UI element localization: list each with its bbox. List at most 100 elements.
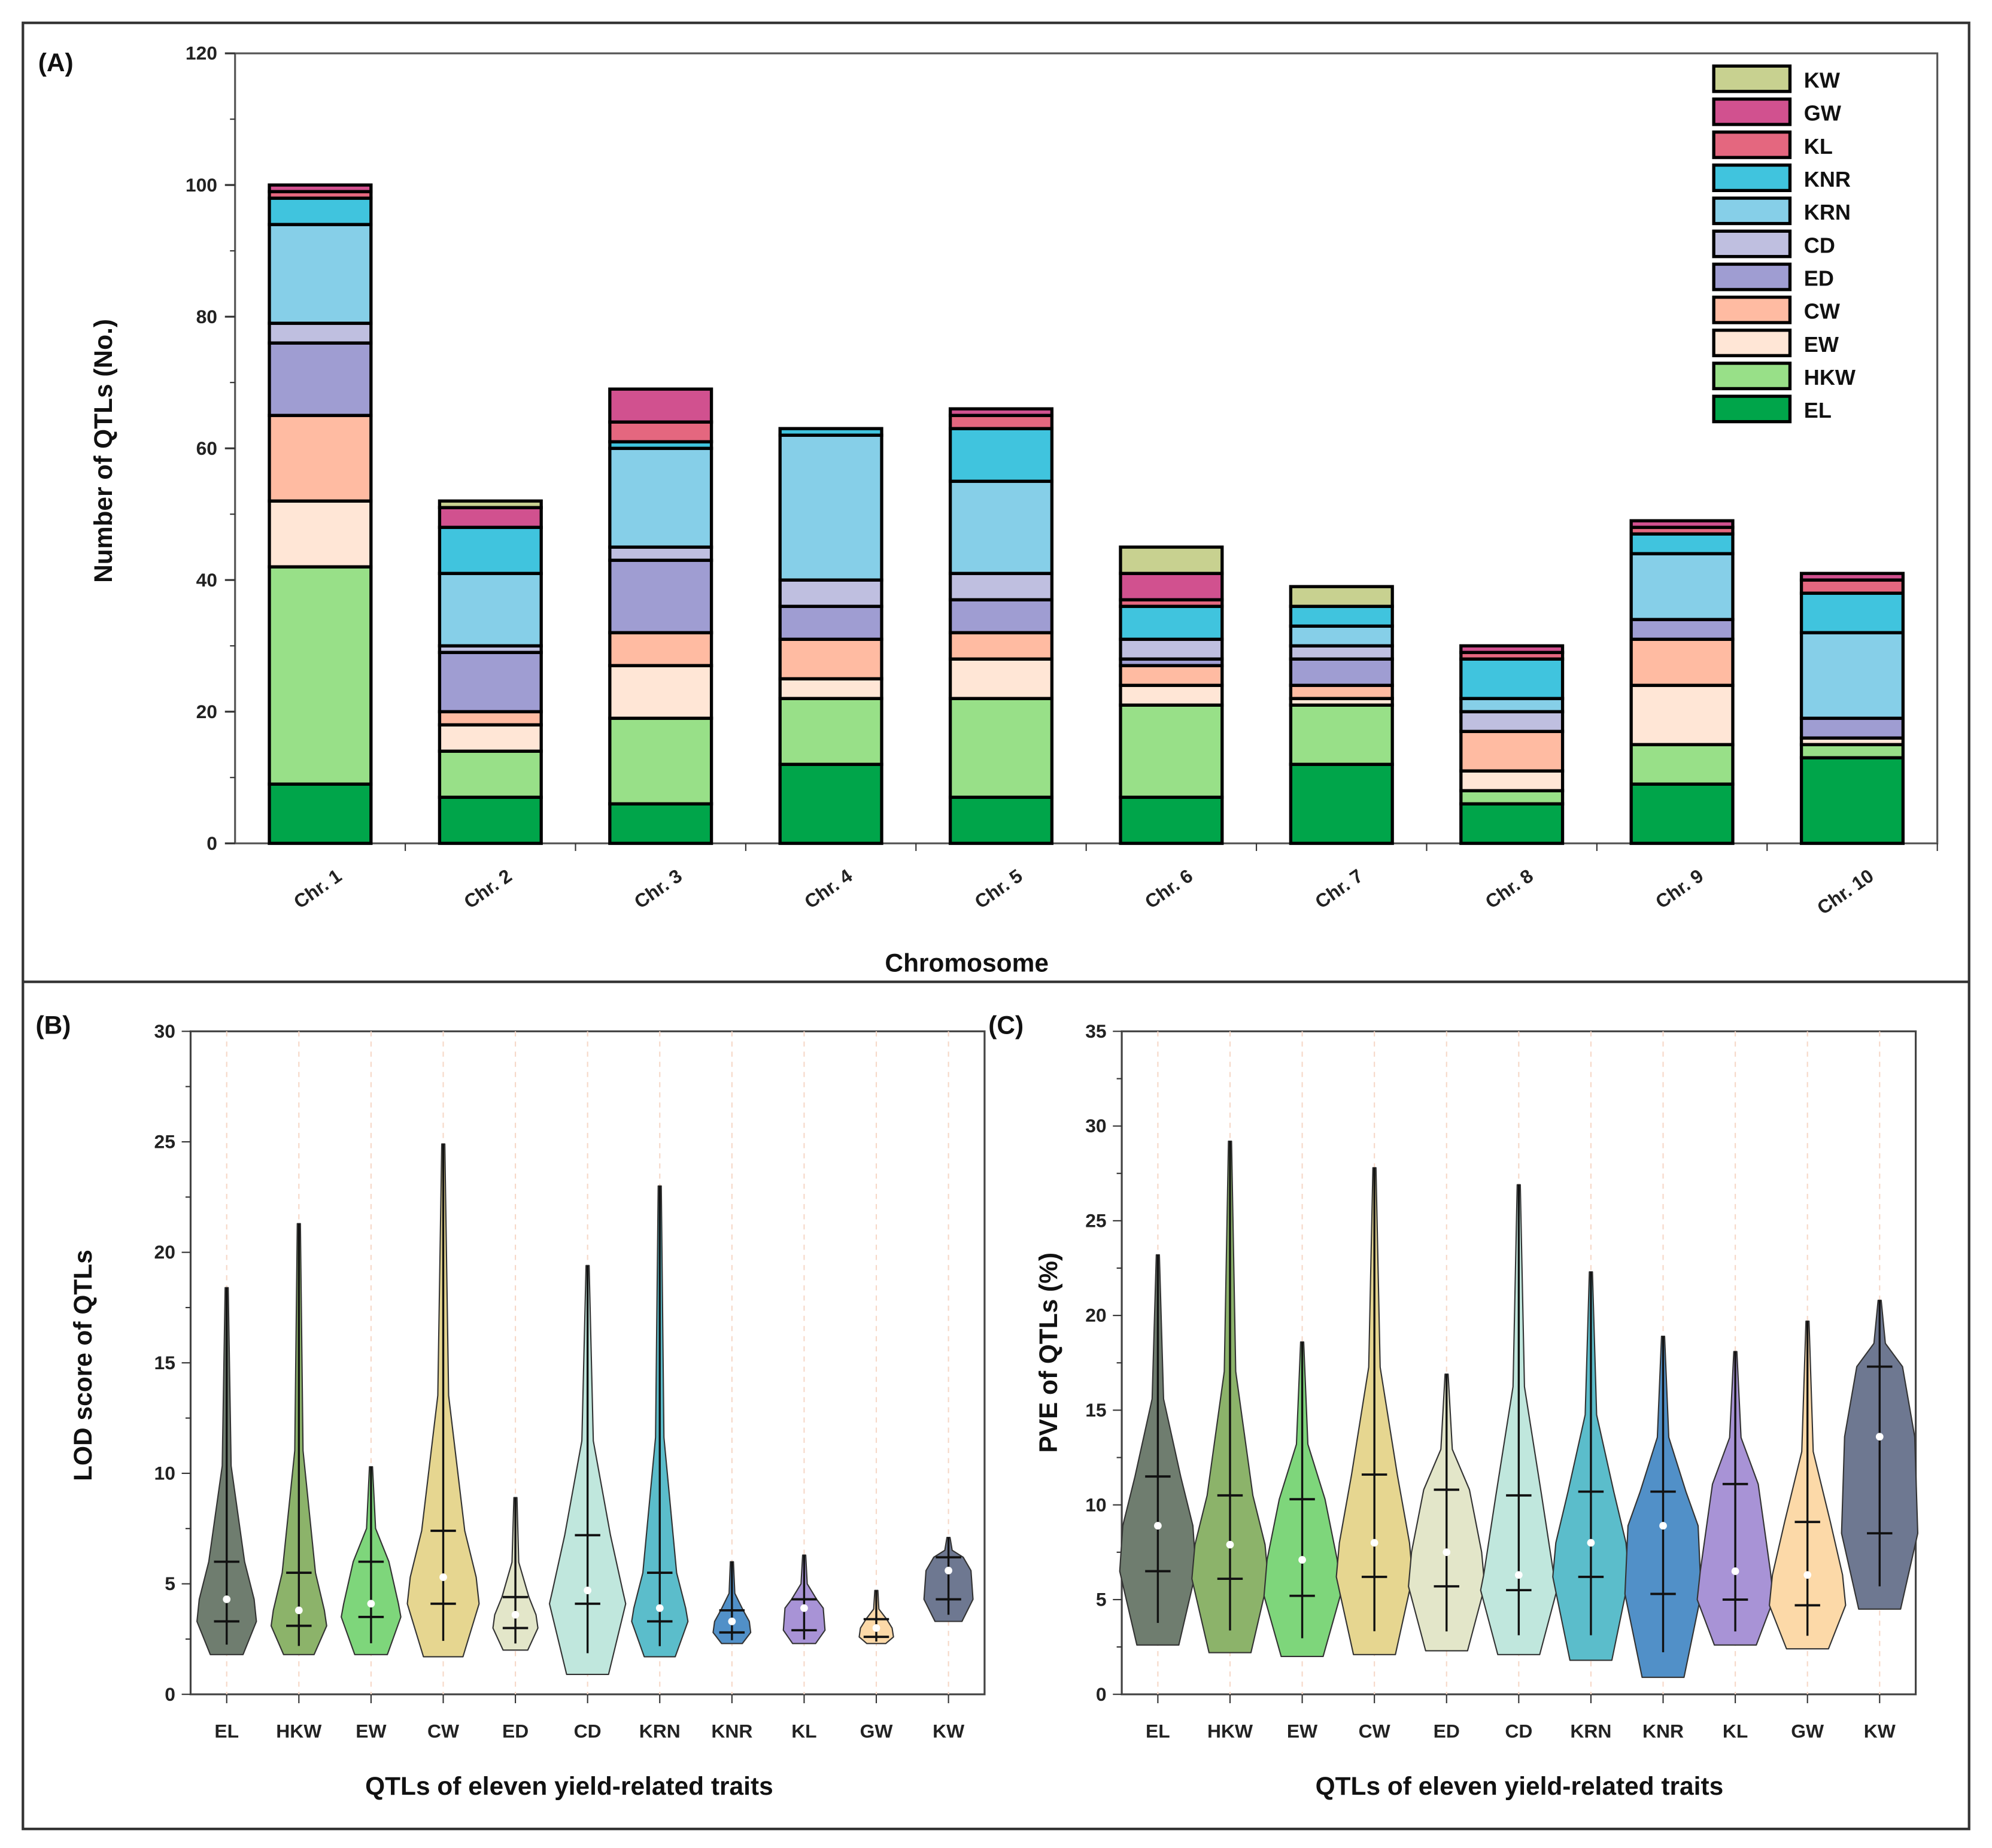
- panel-c-xlabel: QTLs of eleven yield-related traits: [1316, 1772, 1724, 1800]
- median-dot: [367, 1600, 375, 1608]
- x-tick-label: KL: [1723, 1720, 1748, 1741]
- legend-swatch-el: [1712, 394, 1792, 424]
- legend-swatch-gw: [1712, 97, 1792, 126]
- x-tick-label: HKW: [276, 1720, 322, 1741]
- bar-segment-cd: [608, 545, 713, 562]
- median-dot: [1587, 1539, 1595, 1547]
- x-tick-label: CW: [427, 1720, 460, 1741]
- bar-segment-hkw: [268, 565, 373, 786]
- bar-segment-cw: [608, 631, 713, 667]
- bar-segment-krn: [608, 446, 713, 549]
- panel-b: (B) QTLs of eleven yield-related traits …: [36, 1011, 986, 1800]
- median-dot: [1298, 1556, 1306, 1564]
- legend-label-kw: KW: [1804, 68, 1840, 92]
- bar-segment-hkw: [1119, 703, 1224, 799]
- bar-segment-kl: [608, 420, 713, 443]
- bar-segment-knr: [1459, 657, 1565, 700]
- bar-segment-el: [948, 795, 1054, 845]
- bar-segment-kw: [438, 499, 543, 509]
- x-tick-label: Chr. 9: [1651, 865, 1707, 913]
- legend-swatch-krn: [1712, 196, 1792, 226]
- y-tick-label: 30: [154, 1020, 175, 1042]
- bar-segment-el: [1119, 795, 1224, 845]
- legend-swatch-ed: [1712, 262, 1792, 291]
- legend-label-cw: CW: [1804, 299, 1840, 324]
- y-tick-label: 0: [1096, 1683, 1107, 1705]
- bar-segment-gw: [1799, 572, 1905, 582]
- bar-segment-krn: [1629, 552, 1735, 621]
- panel-a-ylabel: Number of QTLs (No.): [89, 319, 117, 583]
- x-tick-label: KNR: [711, 1720, 752, 1741]
- median-dot: [1731, 1567, 1739, 1575]
- bar-segment-cd: [1119, 637, 1224, 661]
- bar-segment-el: [1289, 762, 1394, 845]
- bar-segment-el: [778, 762, 883, 845]
- bar-segment-cw: [948, 631, 1054, 661]
- median-dot: [511, 1610, 520, 1619]
- median-dot: [439, 1573, 447, 1581]
- y-tick-label: 20: [196, 701, 217, 722]
- y-tick-label: 15: [1085, 1399, 1106, 1421]
- bar-segment-ed: [268, 341, 373, 417]
- median-dot: [584, 1586, 592, 1594]
- y-tick-label: 5: [165, 1573, 175, 1594]
- bar-segment-knr: [438, 525, 543, 575]
- x-tick-label: Chr. 1: [290, 865, 345, 913]
- x-tick-label: EW: [356, 1720, 387, 1741]
- x-tick-label: CW: [1359, 1720, 1391, 1741]
- legend-label-gw: GW: [1804, 101, 1841, 126]
- median-dot: [1659, 1522, 1667, 1530]
- median-dot: [1443, 1548, 1451, 1557]
- bar-segment-gw: [948, 407, 1054, 417]
- median-dot: [872, 1624, 880, 1632]
- bar-segment-hkw: [1629, 743, 1735, 786]
- bar-segment-gw: [1119, 572, 1224, 601]
- x-tick-label: ED: [502, 1720, 529, 1741]
- y-tick-label: 40: [196, 569, 217, 591]
- bar-segment-ed: [1799, 716, 1905, 740]
- bar-segment-cd: [1459, 710, 1565, 733]
- median-dot: [1803, 1571, 1812, 1579]
- bar-segment-ew: [1459, 769, 1565, 792]
- median-dot: [800, 1604, 808, 1612]
- bar-segment-cw: [1289, 683, 1394, 700]
- x-tick-label: GW: [860, 1720, 894, 1741]
- x-tick-label: Chr. 2: [460, 865, 515, 913]
- y-tick-label: 80: [196, 306, 217, 327]
- bar-segment-ew: [1629, 683, 1735, 746]
- bar-segment-krn: [778, 433, 883, 582]
- legend-swatch-cd: [1712, 229, 1792, 259]
- y-tick-label: 100: [186, 174, 217, 196]
- x-tick-label: Chr. 10: [1813, 865, 1878, 919]
- bar-segment-knr: [1629, 532, 1735, 555]
- panel-b-label: (B): [36, 1011, 71, 1040]
- bar-segment-ew: [608, 664, 713, 720]
- bar-segment-hkw: [1289, 703, 1394, 766]
- y-tick-label: 120: [186, 42, 217, 64]
- bar-segment-krn: [438, 572, 543, 648]
- legend-swatch-hkw: [1712, 361, 1792, 391]
- bar-segment-cw: [1629, 637, 1735, 687]
- bar-segment-knr: [778, 427, 883, 437]
- bar-segment-krn: [268, 223, 373, 325]
- y-tick-label: 20: [1085, 1305, 1106, 1326]
- bar-segment-knr: [268, 196, 373, 226]
- x-tick-label: KRN: [639, 1720, 681, 1741]
- y-tick-label: 20: [154, 1241, 175, 1263]
- x-tick-label: KRN: [1570, 1720, 1611, 1741]
- x-tick-label: Chr. 7: [1311, 865, 1367, 913]
- y-tick-label: 60: [196, 437, 217, 459]
- x-tick-label: Chr. 8: [1481, 865, 1537, 913]
- bar-segment-cw: [1459, 730, 1565, 773]
- x-tick-label: EL: [1146, 1720, 1170, 1741]
- bar-segment-ew: [1119, 683, 1224, 707]
- x-tick-label: EW: [1287, 1720, 1318, 1741]
- median-dot: [294, 1606, 303, 1615]
- bar-segment-knr: [1119, 604, 1224, 641]
- y-tick-label: 15: [154, 1352, 175, 1373]
- x-tick-label: CD: [574, 1720, 602, 1741]
- median-dot: [728, 1617, 736, 1625]
- bar-segment-el: [438, 795, 543, 845]
- panel-c: (C) QTLs of eleven yield-related traits …: [988, 1011, 1919, 1800]
